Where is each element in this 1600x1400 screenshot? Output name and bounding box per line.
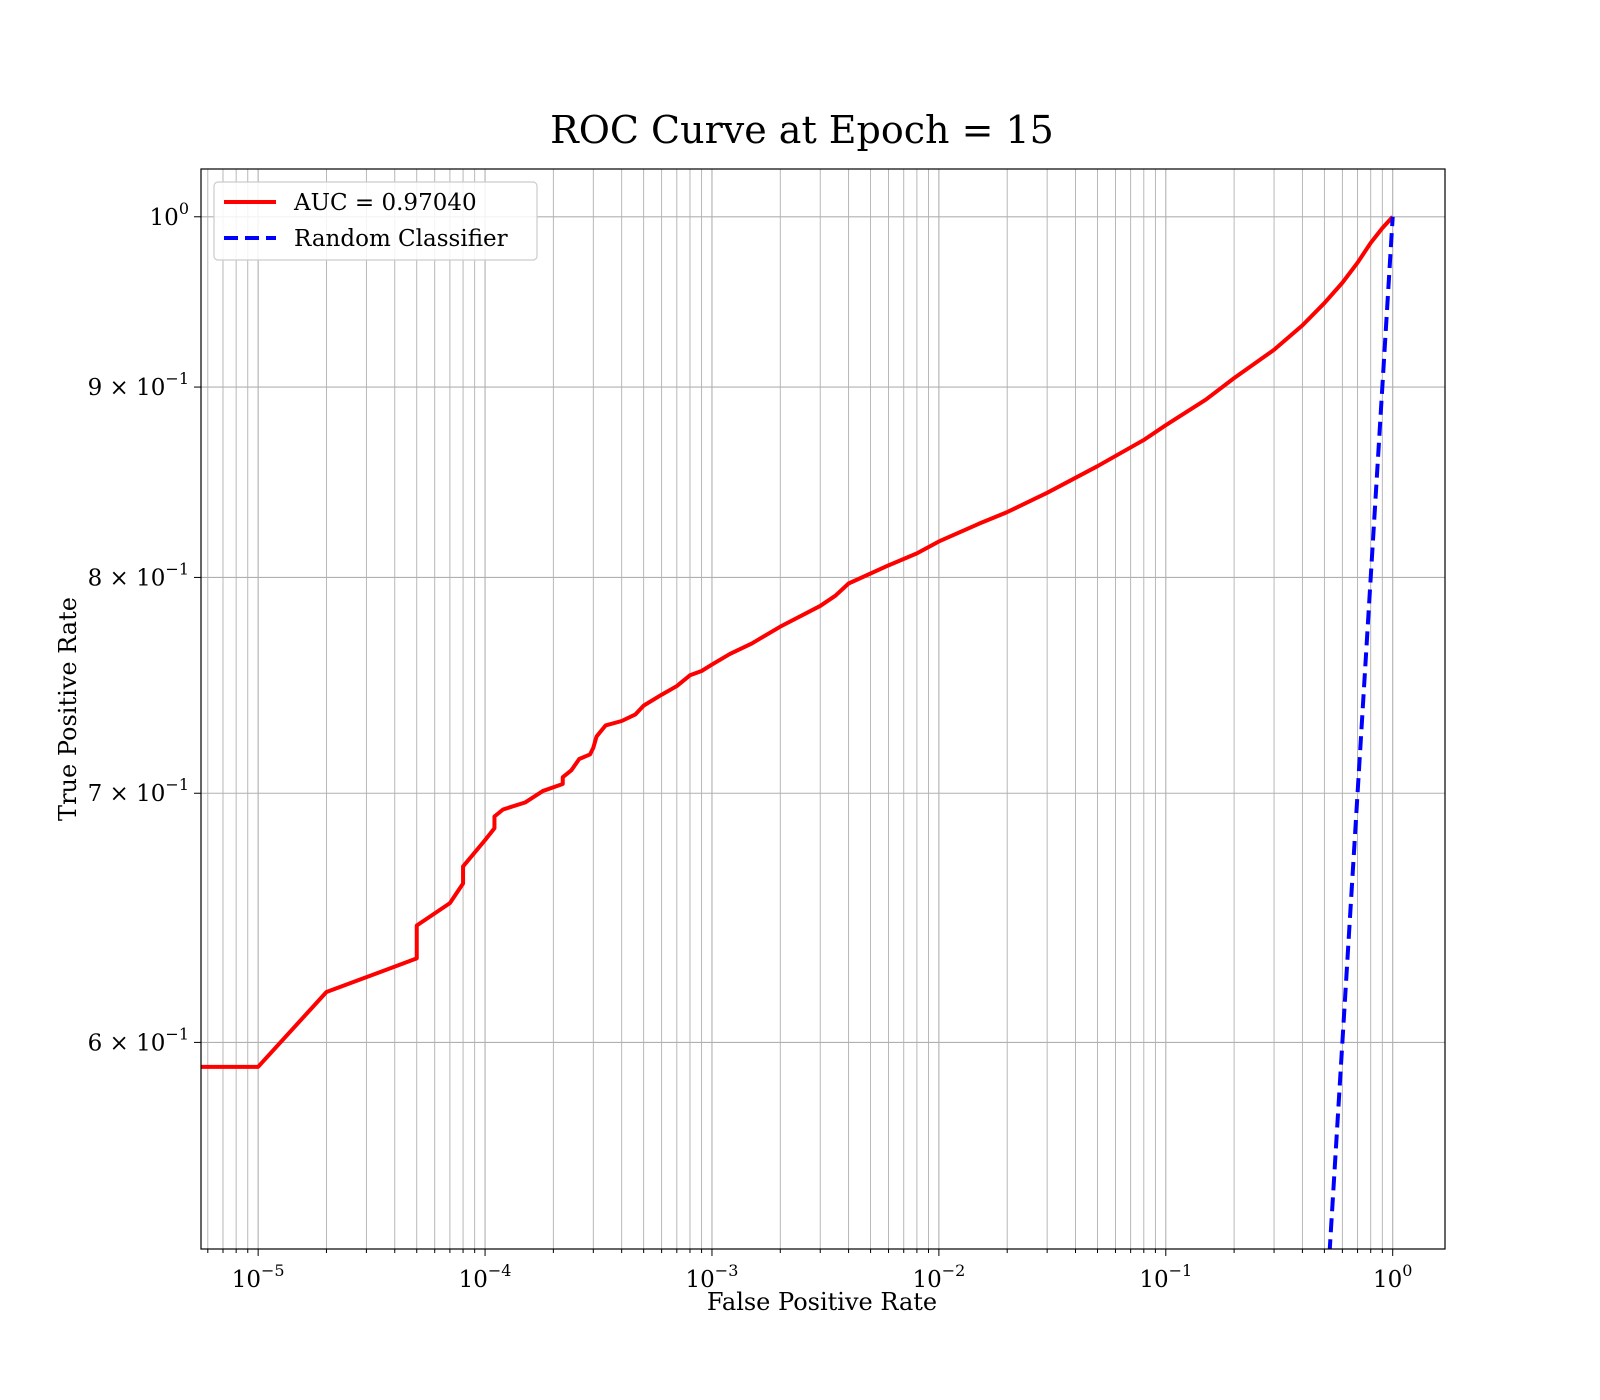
y-tick-label: 6 × 10−1 <box>88 1024 189 1056</box>
x-tick-label: 10−5 <box>232 1261 285 1293</box>
x-axis-ticks: 10−5 10−4 10−3 10−2 10−1 100 <box>207 1249 1412 1293</box>
y-tick-label: 7 × 10−1 <box>88 775 189 807</box>
legend-label: AUC = 0.97040 <box>293 190 477 216</box>
x-tick-label: 10−2 <box>912 1261 965 1293</box>
y-tick-label: 100 <box>150 199 189 231</box>
chart-title: ROC Curve at Epoch = 15 <box>550 108 1054 152</box>
x-tick-label: 10−4 <box>459 1261 512 1293</box>
y-tick-label: 8 × 10−1 <box>88 559 189 591</box>
x-tick-label: 100 <box>1373 1261 1412 1293</box>
legend-box <box>213 181 538 261</box>
y-axis-label: True Positive Rate <box>54 597 82 821</box>
grid <box>201 169 1445 1249</box>
roc-curve-line <box>201 215 1395 1069</box>
series-layer <box>201 215 1395 1249</box>
x-tick-label: 10−3 <box>686 1261 739 1293</box>
y-tick-label: 9 × 10−1 <box>88 369 189 401</box>
x-tick-label: 10−1 <box>1139 1261 1192 1293</box>
random-classifier-line <box>1327 216 1395 1249</box>
legend: AUC = 0.97040 Random Classifier <box>213 181 538 261</box>
x-axis-label: False Positive Rate <box>707 1288 937 1316</box>
y-axis-ticks: 100 9 × 10−1 8 × 10−1 7 × 10−1 6 × 10−1 <box>88 199 201 1056</box>
legend-label: Random Classifier <box>294 226 508 252</box>
plot-frame <box>200 168 1446 1250</box>
